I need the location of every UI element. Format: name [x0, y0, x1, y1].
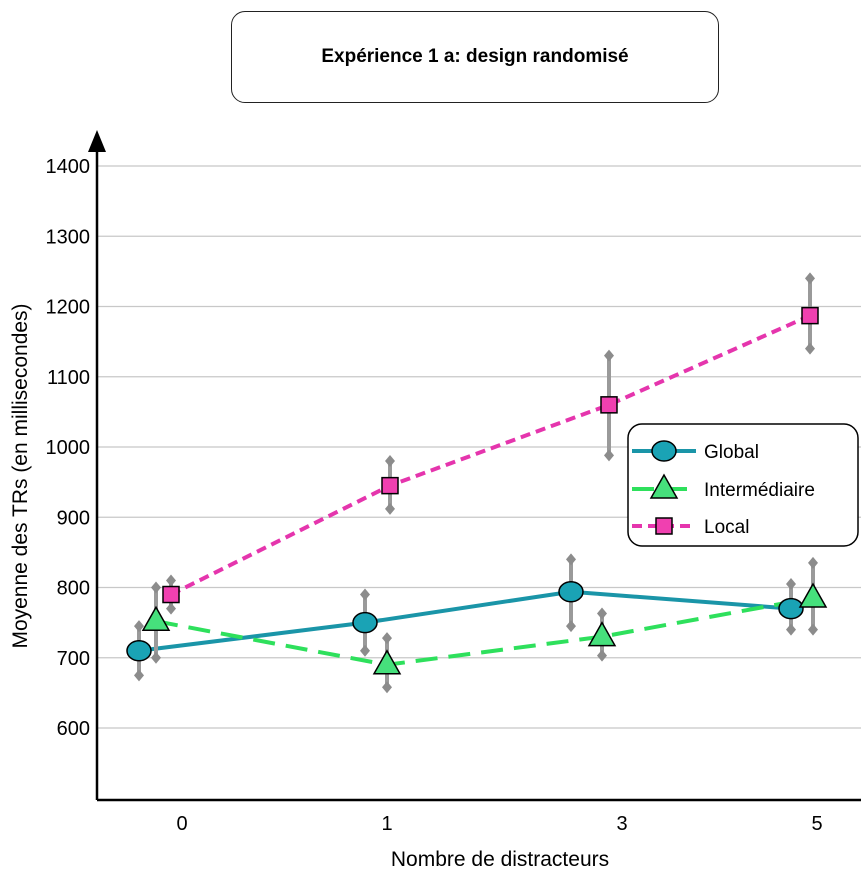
series-line — [170, 313, 811, 597]
x-tick-label: 3 — [616, 813, 627, 835]
x-tick-label: 1 — [381, 813, 392, 835]
x-tick-label: 0 — [176, 813, 187, 835]
error-cap — [385, 502, 395, 515]
y-tick-labels: 600 700 800 900 1000 1100 1200 1300 1400 — [46, 156, 91, 740]
series-Local — [170, 313, 811, 597]
y-tick-label: 700 — [57, 648, 90, 670]
error-cap — [566, 553, 576, 566]
error-cap — [166, 574, 176, 587]
y-tick-label: 1100 — [47, 367, 90, 389]
error-cap — [805, 342, 815, 355]
y-tick-label: 600 — [57, 718, 90, 740]
y-tick-label: 1300 — [46, 226, 91, 248]
marker-circle — [651, 440, 677, 462]
error-cap — [134, 620, 144, 633]
error-cap — [597, 649, 607, 662]
error-cap — [151, 651, 161, 664]
series-line — [138, 589, 792, 653]
y-tick-label: 1200 — [46, 297, 91, 319]
error-cap — [166, 602, 176, 615]
legend: Global Intermédiaire Local — [627, 423, 859, 547]
series-Local-markers — [162, 306, 819, 604]
x-tick-labels: 0 1 3 5 — [176, 813, 822, 835]
error-cap — [604, 349, 614, 362]
error-cap — [382, 681, 392, 694]
y-axis-arrow — [88, 130, 106, 152]
axes — [88, 130, 861, 802]
y-axis-label: Moyenne des TRs (en millisecondes) — [9, 303, 32, 648]
error-cap — [151, 581, 161, 594]
series-Global — [138, 589, 792, 653]
marker-square — [381, 476, 399, 495]
marker-square — [162, 585, 180, 604]
marker-triangle — [372, 649, 402, 675]
series-layer — [126, 272, 828, 694]
marker-triangle — [587, 621, 617, 647]
y-tick-label: 1000 — [46, 437, 91, 459]
series-line — [155, 596, 814, 667]
error-cap — [382, 632, 392, 645]
marker-triangle — [649, 473, 679, 499]
marker-triangle — [798, 582, 828, 608]
series-Intermédiaire-markers — [141, 582, 828, 675]
legend-label: Global — [704, 442, 759, 463]
y-tick-label: 1400 — [46, 156, 91, 178]
marker-square — [801, 306, 819, 325]
error-cap — [808, 556, 818, 569]
marker-circle — [352, 611, 378, 634]
x-tick-label: 5 — [811, 813, 822, 835]
x-axis-label: Nombre de distracteurs — [391, 848, 609, 871]
error-cap — [604, 449, 614, 462]
legend-box — [627, 423, 859, 547]
marker-circle — [126, 639, 152, 662]
y-tick-label: 900 — [57, 507, 90, 529]
y-tick-label: 800 — [57, 578, 90, 600]
marker-triangle — [141, 605, 171, 631]
error-cap — [360, 588, 370, 601]
legend-label: Intermédiaire — [704, 480, 815, 501]
marker-circle — [558, 580, 584, 603]
error-cap — [786, 577, 796, 590]
marker-square — [600, 396, 618, 414]
marker-square — [655, 517, 673, 535]
error-cap — [385, 455, 395, 468]
series-Intermédiaire — [155, 596, 814, 667]
error-cap — [134, 669, 144, 682]
marker-circle — [778, 597, 804, 620]
error-cap — [808, 623, 818, 636]
series-Global-markers — [126, 580, 804, 662]
legend-label: Local — [704, 517, 749, 538]
error-cap — [566, 620, 576, 633]
error-cap — [360, 644, 370, 657]
series-Intermédiaire-points — [151, 556, 818, 694]
chart-title: Expérience 1 a: design randomisé — [231, 11, 719, 103]
error-cap — [786, 623, 796, 636]
error-cap — [805, 272, 815, 285]
error-cap — [597, 607, 607, 620]
